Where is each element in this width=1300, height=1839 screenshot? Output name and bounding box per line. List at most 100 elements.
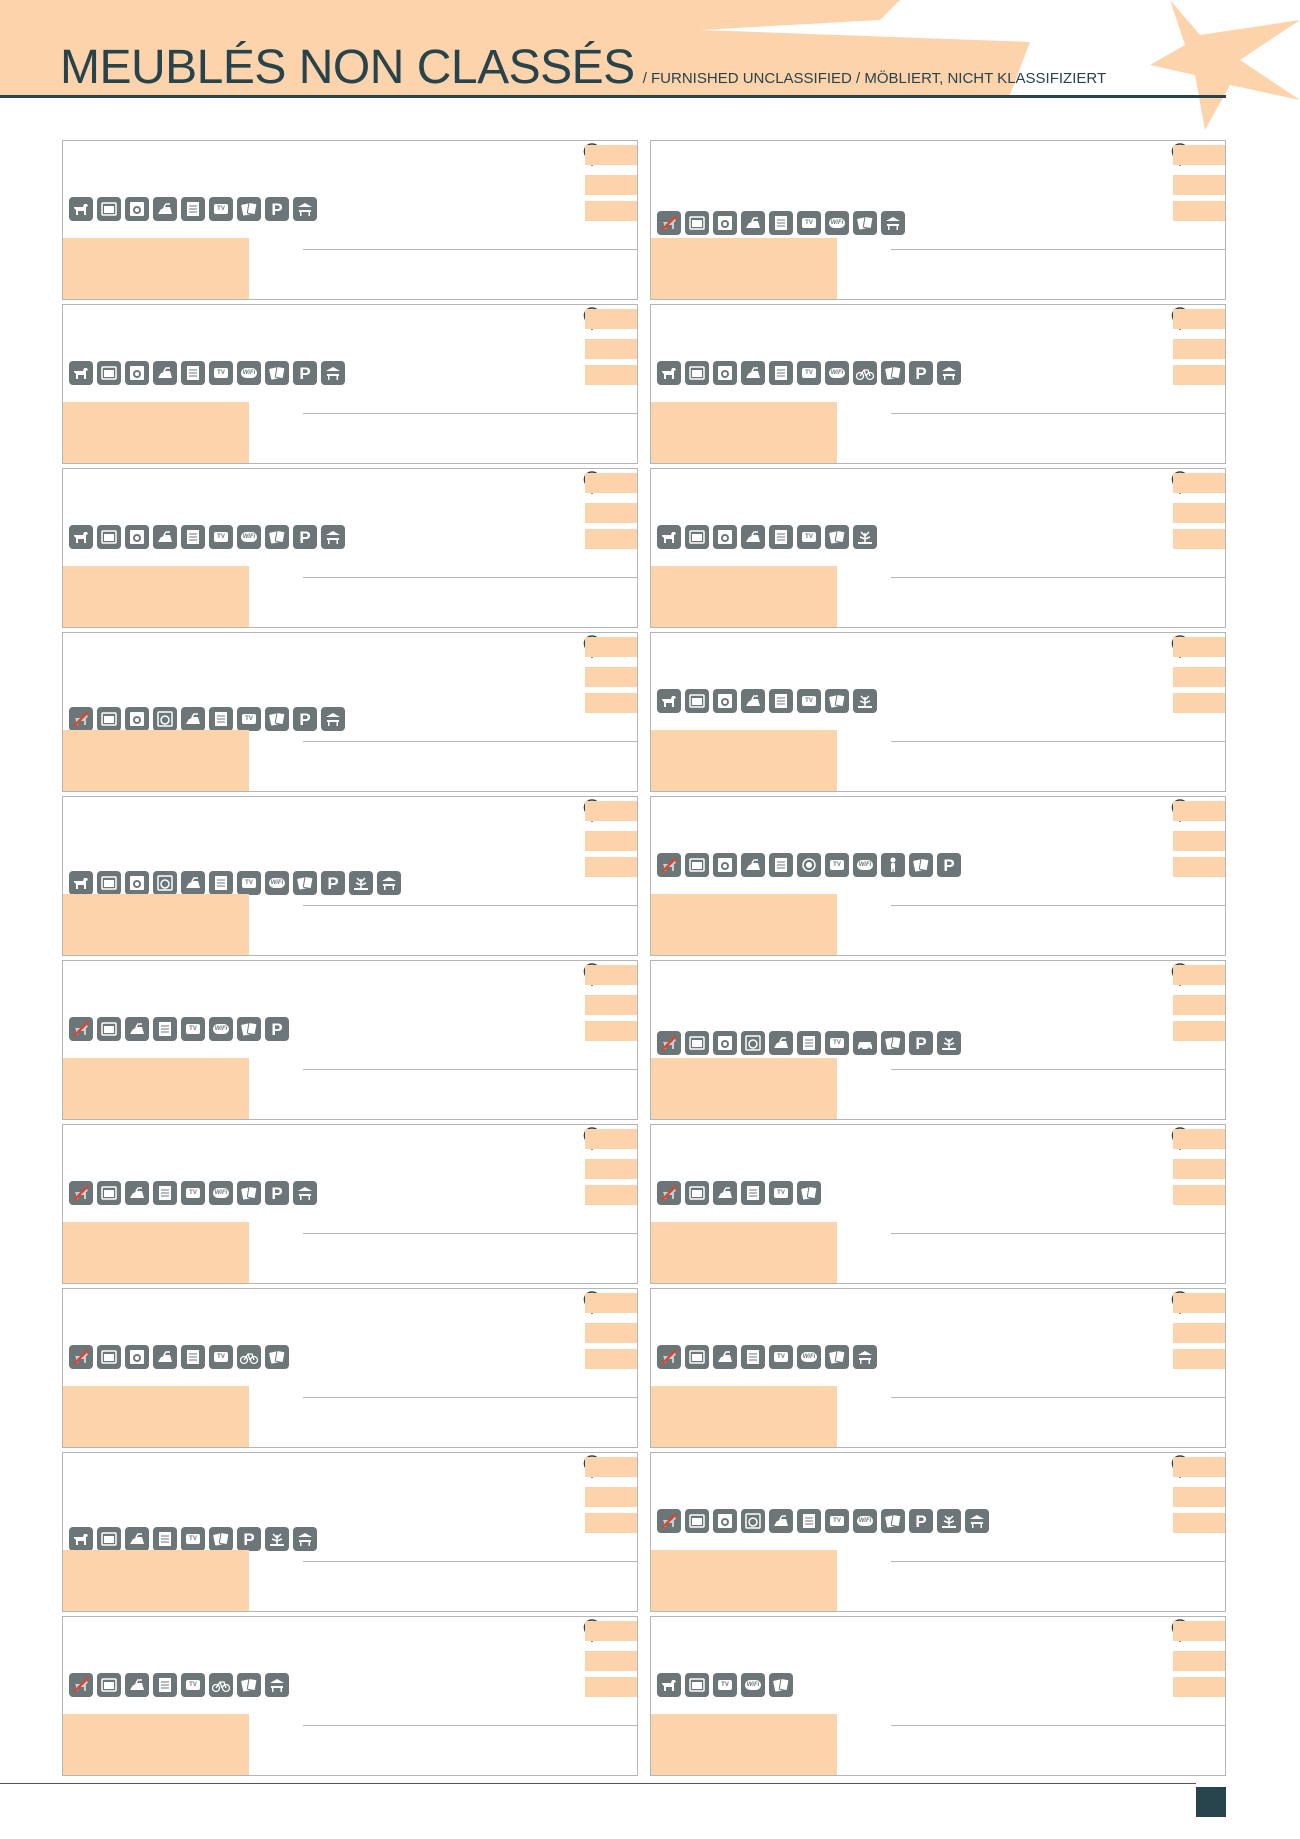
listing-card: TV WiFi P [62, 468, 638, 628]
oven-icon [685, 689, 709, 713]
info-tab [1173, 529, 1225, 549]
listing-card: TV WiFi P [650, 1452, 1226, 1612]
tv-icon: TV [209, 361, 233, 385]
listing-card: TV P [650, 960, 1226, 1120]
amenity-icons: TV WiFi P [69, 1181, 317, 1205]
info-tab [1173, 1457, 1225, 1477]
listing-card: TV WiFi P [650, 796, 1226, 956]
oven-icon [97, 707, 121, 731]
info-tab [1173, 339, 1225, 359]
iron-icon [125, 1181, 149, 1205]
amenity-icons: TV WiFi P [657, 361, 961, 385]
info-tab [585, 1457, 637, 1477]
listing-card: TV P [62, 632, 638, 792]
info-tab [585, 637, 637, 657]
iron-icon [741, 525, 765, 549]
terrace-icon [937, 361, 961, 385]
tv-icon: TV [797, 361, 821, 385]
oven-icon [97, 361, 121, 385]
info-block [63, 730, 249, 791]
dog-icon [69, 1527, 93, 1551]
cards-icon [769, 1673, 793, 1697]
info-block [63, 1058, 249, 1119]
iron-icon [713, 1181, 737, 1205]
info-tab [1173, 1021, 1225, 1041]
amenity-icons: TV [69, 1345, 289, 1369]
cards-icon [825, 1345, 849, 1369]
wifi-icon: WiFi [825, 211, 849, 235]
info-tab [585, 473, 637, 493]
amenity-icons: TV WiFi P [657, 1509, 989, 1533]
wifi-icon: WiFi [209, 1181, 233, 1205]
info-tab [1173, 637, 1225, 657]
info-block [63, 566, 249, 627]
info-tab [585, 1487, 637, 1507]
dog-icon [69, 197, 93, 221]
info-block [63, 238, 249, 299]
listing-card: TV WiFi P [62, 796, 638, 956]
dishwasher-icon [181, 1345, 205, 1369]
terrace-icon [965, 1509, 989, 1533]
tv-icon: TV [181, 1673, 205, 1697]
info-tab [1173, 145, 1225, 165]
dog-icon [69, 525, 93, 549]
cards-icon [209, 1527, 233, 1551]
tv-icon: TV [181, 1527, 205, 1551]
tv-icon: TV [209, 1345, 233, 1369]
info-block [63, 1550, 249, 1611]
washing-machine-icon [713, 853, 737, 877]
parking-icon: P [293, 707, 317, 731]
info-block [651, 1222, 837, 1283]
info-tab [1173, 693, 1225, 713]
iron-icon [181, 707, 205, 731]
amenity-icons: TV [69, 1673, 289, 1697]
dishwasher-icon [153, 1017, 177, 1041]
cards-icon [293, 871, 317, 895]
tv-icon: TV [181, 1181, 205, 1205]
info-tab [1173, 1651, 1225, 1671]
tv-icon: TV [797, 525, 821, 549]
oven-icon [685, 853, 709, 877]
info-tab [585, 1293, 637, 1313]
parking-icon: P [265, 1017, 289, 1041]
oven-icon [685, 1181, 709, 1205]
listing-card: TV P [62, 1452, 638, 1612]
info-block [651, 566, 837, 627]
info-block [651, 1386, 837, 1447]
tv-icon: TV [825, 853, 849, 877]
listing-card: TV [650, 1124, 1226, 1284]
parking-icon: P [265, 1181, 289, 1205]
terrace-icon [321, 525, 345, 549]
amenity-icons: TV P [657, 1031, 961, 1055]
dishwasher-icon [181, 525, 205, 549]
listing-card: TV WiFi [650, 1616, 1226, 1776]
info-tab [585, 1185, 637, 1205]
dryer-icon [153, 707, 177, 731]
info-block [651, 238, 837, 299]
no-pets-icon [69, 707, 93, 731]
info-block [651, 1058, 837, 1119]
iron-icon [741, 853, 765, 877]
listing-card: TV WiFi P [650, 304, 1226, 464]
washing-machine-icon [125, 361, 149, 385]
info-block [651, 894, 837, 955]
amenity-icons: TV P [69, 707, 345, 731]
amenity-icons: TV [657, 525, 877, 549]
oven-icon [97, 1673, 121, 1697]
amenity-icons: TV P [69, 1527, 317, 1551]
info-tab [585, 201, 637, 221]
dishwasher-icon [153, 1673, 177, 1697]
washing-machine-icon [125, 871, 149, 895]
cards-icon [237, 1673, 261, 1697]
wifi-icon: WiFi [853, 853, 877, 877]
garden-icon [349, 871, 373, 895]
tv-icon: TV [237, 707, 261, 731]
info-tab [1173, 365, 1225, 385]
amenity-icons: TV WiFi P [69, 525, 345, 549]
info-tab [585, 1677, 637, 1697]
info-tab [1173, 175, 1225, 195]
listing-card: TV WiFi [650, 140, 1226, 300]
dishwasher-icon [769, 689, 793, 713]
tv-icon: TV [797, 689, 821, 713]
dog-icon [69, 871, 93, 895]
